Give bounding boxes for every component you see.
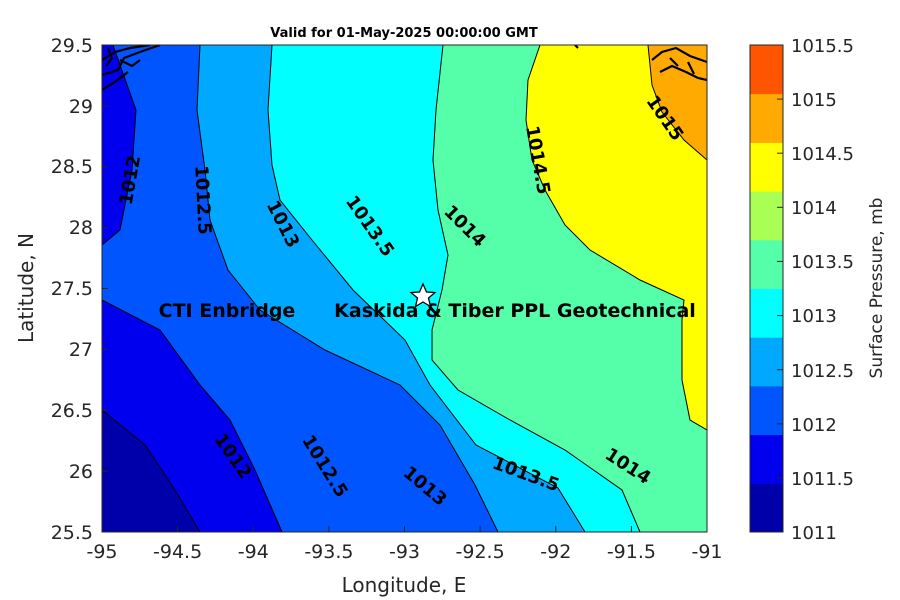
colorbar-swatch: [750, 45, 783, 95]
band-1011-1011.5: [102, 410, 200, 532]
colorbar-tick-label: 1013.5: [791, 252, 854, 273]
x-tick-label: -94.5: [153, 541, 202, 563]
colorbar-tick-label: 1013: [791, 306, 837, 327]
y-tick-label: 27.5: [51, 278, 93, 300]
x-axis: [101, 526, 708, 532]
contour-fill: [102, 45, 707, 532]
chart-title: Valid for 01-May-2025 00:00:00 GMT: [270, 26, 538, 41]
annotation-kaskida-tiber: Kaskida & Tiber PPL Geotechnical: [334, 300, 696, 322]
x-tick-label: -94: [238, 541, 269, 563]
coastline-west: [102, 45, 161, 91]
contour-line-1012-south: [102, 299, 283, 532]
contour-line-1013.5: [431, 45, 641, 532]
x-axis-label: Longitude, E: [342, 573, 467, 597]
x-tick-label: -91.5: [607, 541, 656, 563]
x-tick-labels: -95 -94.5 -94 -93.5 -93 -92.5 -92 -91.5 …: [86, 541, 722, 563]
contour-line-1011.5: [102, 409, 201, 532]
colorbar-swatch: [750, 142, 783, 192]
contour-line-1014: [525, 45, 707, 431]
colorbar-tick-label: 1012: [791, 415, 837, 436]
band-1014.5-1015: [526, 45, 707, 430]
y-tick-label: 26.5: [51, 400, 93, 422]
band-1011.5-1012: [102, 45, 282, 532]
band-1015-1015.5: [648, 45, 707, 160]
colorbar-swatch: [750, 191, 783, 241]
contour-label: 1012.5: [190, 165, 215, 235]
x-tick-label: -95: [86, 541, 117, 563]
x-tick-label: -93.5: [304, 541, 353, 563]
colorbar-swatch: [750, 337, 783, 387]
colorbar-swatch: [750, 483, 783, 533]
colorbar-tick-label: 1014: [791, 198, 837, 219]
colorbar-label: Surface Pressure, mb: [867, 198, 887, 379]
colorbar-tick-label: 1014.5: [791, 144, 854, 165]
colorbar: 1011 1011.5 1012 1012.5 1013 1013.5 1014…: [749, 36, 887, 544]
annotation-cti-enbridge: CTI Enbridge: [159, 300, 296, 322]
colorbar-tick-label: 1011.5: [791, 469, 854, 490]
x-tick-label: -92.5: [456, 541, 505, 563]
x-tick-label: -92: [540, 541, 571, 563]
coastline: [102, 45, 707, 91]
x-tick-label: -91: [691, 541, 722, 563]
y-axis-label: Latitude, N: [14, 233, 38, 343]
coastline-east: [574, 45, 707, 82]
colorbar-swatch: [750, 288, 783, 338]
contour-line-1015: [647, 45, 707, 161]
colorbar-swatch: [750, 93, 783, 143]
colorbar-ticks: [777, 44, 783, 533]
colorbar-swatch: [750, 239, 783, 289]
y-tick-label: 26: [69, 461, 93, 483]
y-tick-label: 29: [69, 96, 93, 118]
y-tick-label: 27: [69, 339, 93, 361]
colorbar-swatch: [750, 434, 783, 484]
contour-line-1012.5: [196, 45, 499, 532]
colorbar-tick-label: 1012.5: [791, 361, 854, 382]
y-axis: [102, 44, 108, 533]
x-tick-label: -93: [389, 541, 420, 563]
y-tick-label: 25.5: [51, 522, 93, 544]
y-tick-labels: 25.5 26 26.5 27 27.5 28 28.5 29 29.5: [51, 35, 93, 544]
contour-line-1013: [267, 45, 586, 532]
colorbar-tick-label: 1015.5: [791, 36, 854, 57]
colorbar-frame: [749, 44, 784, 533]
y-tick-label: 28.5: [51, 156, 93, 178]
y-tick-label: 28: [69, 217, 93, 239]
contour-lines: [102, 45, 707, 532]
site-star-icon: [409, 282, 437, 308]
y-tick-label: 29.5: [51, 35, 93, 57]
contour-line-1012-north: [102, 45, 137, 246]
colorbar-tick-label: 1011: [791, 523, 837, 544]
colorbar-swatch: [750, 385, 783, 436]
colorbar-tick-label: 1015: [791, 90, 837, 111]
